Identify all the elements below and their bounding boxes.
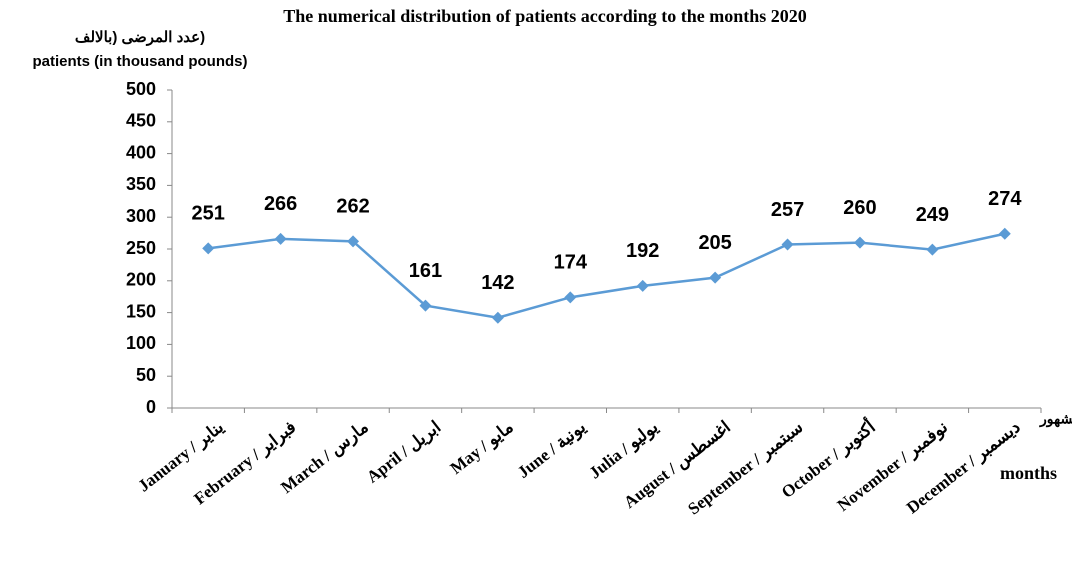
marker <box>274 232 287 245</box>
chart-title: The numerical distribution of patients a… <box>283 6 807 26</box>
marker <box>998 227 1011 240</box>
y-tick-label: 500 <box>126 79 156 99</box>
data-label: 174 <box>554 252 588 274</box>
data-label: 142 <box>481 272 514 294</box>
marker <box>564 291 577 304</box>
data-label: 205 <box>698 232 731 254</box>
x-axis-label: الشهور <box>1039 411 1072 428</box>
marker <box>781 238 794 251</box>
y-axis-label: patients (in thousand pounds) <box>33 53 248 70</box>
y-tick-label: 100 <box>126 333 156 353</box>
data-label: 249 <box>916 204 949 226</box>
y-tick-label: 200 <box>126 270 156 290</box>
data-label: 274 <box>988 188 1022 210</box>
marker <box>926 243 939 256</box>
marker <box>636 279 649 292</box>
marker <box>419 299 432 312</box>
data-label: 251 <box>192 203 225 225</box>
y-tick-label: 0 <box>146 397 156 417</box>
x-axis-label: months <box>1000 463 1057 483</box>
x-tick-label: April / ابريل <box>363 417 445 487</box>
data-label: 257 <box>771 199 804 221</box>
marker <box>853 236 866 249</box>
marker <box>347 235 360 248</box>
line <box>208 232 1006 319</box>
y-tick-label: 350 <box>126 174 156 194</box>
y-axis-label: (عدد المرضى (بالالف <box>75 29 205 46</box>
data-label: 161 <box>409 260 442 282</box>
x-tick-label: June / يونية <box>514 417 590 483</box>
data-label: 192 <box>626 240 659 262</box>
marker <box>491 311 504 324</box>
data-label: 262 <box>336 196 369 218</box>
y-tick-label: 450 <box>126 111 156 131</box>
y-tick-label: 300 <box>126 206 156 226</box>
data-label: 260 <box>843 197 876 219</box>
y-tick-label: 150 <box>126 301 156 321</box>
y-tick-label: 250 <box>126 238 156 258</box>
y-tick-label: 50 <box>136 365 156 385</box>
data-label: 266 <box>264 193 297 215</box>
x-tick-label: May / مايو <box>447 417 518 478</box>
y-tick-label: 400 <box>126 142 156 162</box>
marker <box>709 271 722 284</box>
marker <box>202 242 215 255</box>
